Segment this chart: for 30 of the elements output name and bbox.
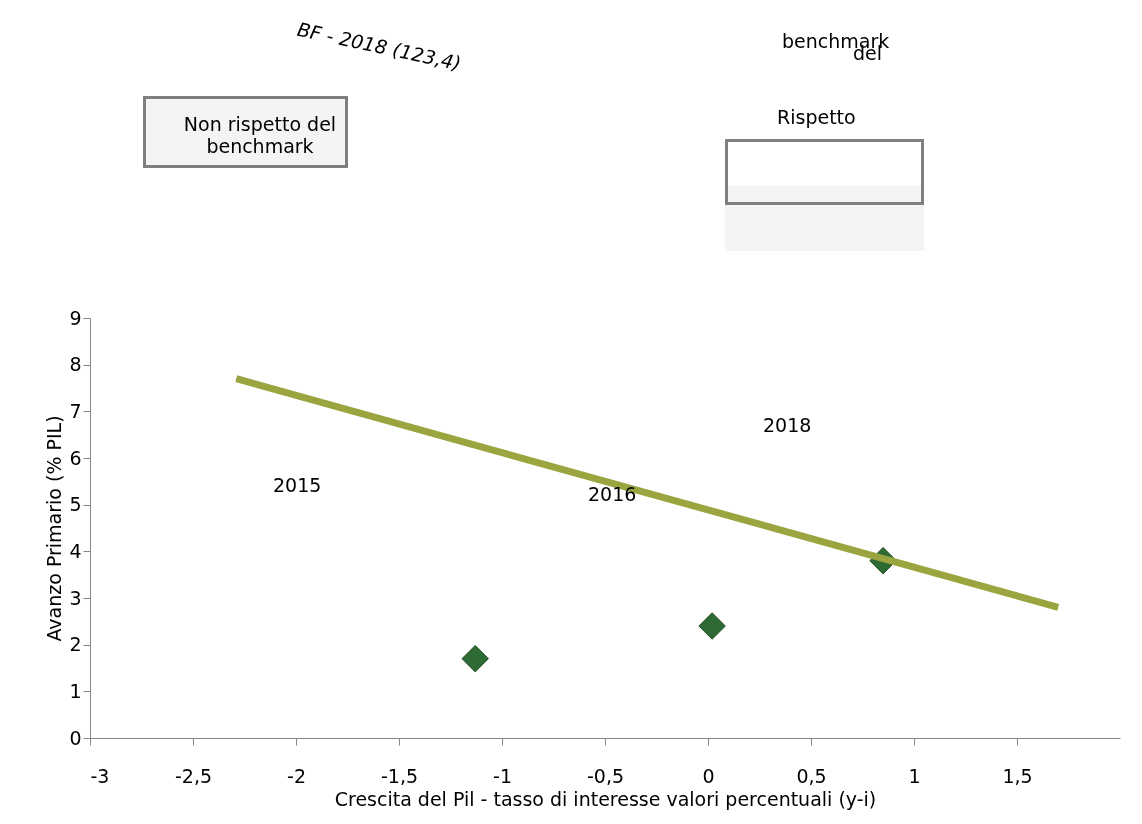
text: Non rispetto del benchmark bbox=[182, 113, 338, 157]
x-tick-label: -2 bbox=[287, 764, 306, 787]
y-tick-label: 2 bbox=[69, 633, 82, 656]
x-tick-label: -0,5 bbox=[586, 764, 625, 787]
x-tick-label: 1,5 bbox=[1002, 764, 1033, 787]
x-tick-label: 0 bbox=[702, 764, 715, 787]
x-tick-label: -1 bbox=[493, 764, 512, 787]
text: Rispetto bbox=[777, 106, 856, 128]
y-tick-label: 7 bbox=[69, 399, 82, 422]
y-tick-label: 9 bbox=[69, 306, 82, 329]
y-tick-label: 5 bbox=[69, 493, 82, 516]
x-tick-label: -1,5 bbox=[380, 764, 419, 787]
point bbox=[698, 612, 726, 640]
y-tick-label: 4 bbox=[69, 539, 82, 562]
x-axis-title: Crescita del Pil - tasso di interesse valori percentuali (y-i) bbox=[334, 787, 877, 810]
point bbox=[461, 644, 489, 673]
text: BF - 2018 (123,4) bbox=[295, 18, 463, 75]
annotation: 2015 bbox=[273, 474, 322, 496]
x-tick-label: -2,5 bbox=[174, 764, 213, 787]
y-tick-label: 0 bbox=[69, 726, 82, 749]
y-axis-title: Avanzo Primario (% PIL) bbox=[43, 415, 66, 642]
x-tick-label: -3 bbox=[90, 764, 110, 787]
annotation: 2016 bbox=[588, 483, 637, 505]
y-tick-label: 1 bbox=[69, 679, 82, 702]
y-tick-label: 8 bbox=[69, 353, 82, 376]
y-tick-label: 3 bbox=[69, 586, 82, 609]
y-tick-label: 6 bbox=[69, 446, 82, 469]
annotation: 2018 bbox=[763, 414, 812, 436]
x-tick-label: 1 bbox=[908, 764, 921, 787]
x-tick-label: 0,5 bbox=[796, 764, 827, 787]
